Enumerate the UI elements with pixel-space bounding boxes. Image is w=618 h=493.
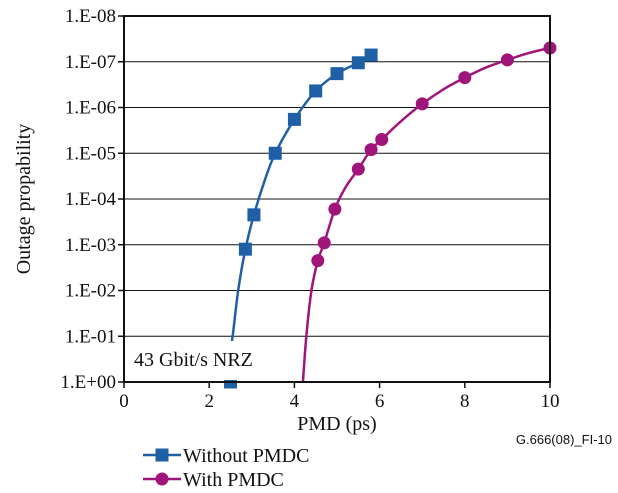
- series-1-point: [458, 71, 472, 85]
- legend-swatch-marker: [155, 472, 169, 486]
- series-line-1: [301, 46, 551, 383]
- series-1-point: [311, 254, 325, 268]
- series-0-point: [238, 242, 252, 256]
- x-tick-label: 4: [290, 391, 300, 412]
- series-1-point: [415, 97, 429, 111]
- x-tick-label: 8: [460, 391, 470, 412]
- legend-swatch-marker: [155, 448, 169, 462]
- x-axis-label: PMD (ps): [297, 413, 376, 435]
- y-axis-label: Outage propability: [13, 124, 35, 275]
- y-tick-label: 1.E-01: [65, 326, 116, 347]
- series-0-point: [364, 48, 378, 62]
- x-tick-label: 10: [541, 391, 560, 412]
- series-1-point: [351, 162, 365, 176]
- series-1-point: [500, 53, 514, 67]
- y-tick-label: 1.E-06: [65, 98, 116, 119]
- y-tick-label: 1.E-05: [65, 143, 116, 164]
- series-markers: [224, 41, 557, 389]
- x-tick-label: 0: [119, 391, 129, 412]
- y-tick-label: 1.E-08: [65, 6, 116, 27]
- series-0-point: [247, 208, 261, 222]
- series-1-point: [328, 202, 342, 216]
- series-1-point: [364, 143, 378, 157]
- y-tick-label: 1.E-02: [65, 281, 116, 302]
- y-tick-labels: 1.E-08 1.E-07 1.E-06 1.E-05 1.E-04 1.E-03 1.E-…: [60, 6, 116, 393]
- x-tick-label: 6: [375, 391, 385, 412]
- series-0-point: [330, 67, 344, 81]
- y-tick-label: 1.E-04: [65, 189, 117, 210]
- series-0-point: [268, 146, 282, 160]
- x-tick-labels: 0 2 4 6 8 10: [119, 391, 559, 412]
- x-tick-label: 2: [204, 391, 214, 412]
- plot-frame: [123, 15, 551, 383]
- y-tick-label: 1.E-07: [65, 52, 116, 73]
- series-0-point: [309, 84, 323, 98]
- annotation-text: 43 Gbit/s NRZ: [134, 349, 253, 371]
- series-curves: [225, 46, 551, 383]
- y-tick-label: 1.E+00: [60, 372, 116, 393]
- legend-label: Without PMDC: [183, 445, 309, 467]
- annotation-box: [126, 341, 285, 380]
- figure-id: G.666(08)_FI-10: [516, 432, 612, 447]
- series-0-point: [287, 112, 301, 126]
- series-1-point: [375, 132, 389, 146]
- gridlines: [118, 15, 551, 388]
- y-tick-label: 1.E-03: [65, 235, 116, 256]
- series-1-point: [317, 236, 331, 250]
- series-0-point: [351, 56, 365, 70]
- legend-label: With PMDC: [183, 469, 284, 491]
